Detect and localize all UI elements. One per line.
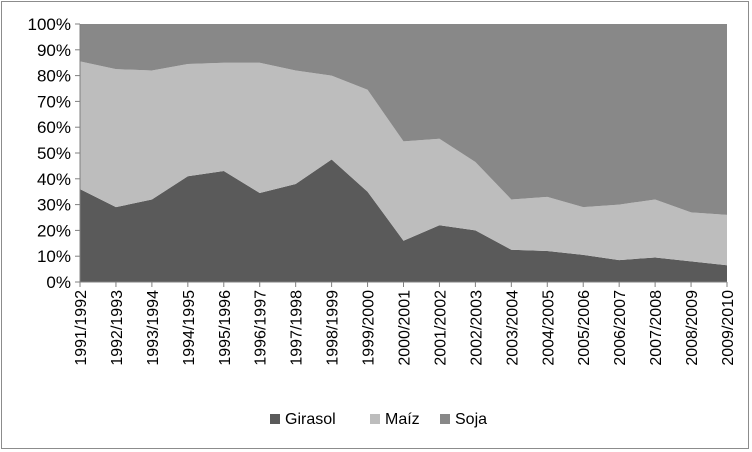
y-axis-ticks: 0% 10% 20% 30% 40% 50% 60% 70% 80% 90% 100%: [28, 15, 80, 292]
x-tick-label: 1999/2000: [361, 290, 378, 366]
x-tick-label: 1992/1993: [109, 290, 126, 366]
y-tick-label: 100%: [28, 15, 71, 34]
x-tick-label: 2007/2008: [648, 290, 665, 366]
area-series-ma-z: [80, 61, 727, 266]
legend-swatch-girasol: [270, 414, 280, 424]
x-tick-label: 2000/2001: [397, 290, 414, 366]
x-tick-label: 2005/2006: [576, 290, 593, 366]
area-series-soja: [80, 24, 727, 215]
x-tick-label: 2003/2004: [504, 290, 521, 366]
x-tick-label: 1995/1996: [217, 290, 234, 366]
x-tick-label: 2006/2007: [612, 290, 629, 366]
y-tick-label: 60%: [37, 118, 71, 137]
x-axis-ticks: 1991/1992 1992/1993 1993/1994 1994/1995 1995…: [73, 282, 737, 366]
y-tick-label: 0%: [46, 273, 71, 292]
legend-swatch-soja: [440, 414, 450, 424]
x-tick-label: 1998/1999: [325, 290, 342, 366]
y-tick-label: 70%: [37, 92, 71, 111]
x-tick-label: 1997/1998: [289, 290, 306, 366]
x-tick-label: 1993/1994: [145, 290, 162, 366]
x-tick-label: 2004/2005: [540, 290, 557, 366]
x-tick-label: 1994/1995: [181, 290, 198, 366]
y-tick-label: 40%: [37, 170, 71, 189]
legend-label-soja: Soja: [455, 411, 487, 428]
areas-layer: [80, 24, 727, 282]
legend-label-ma-z: Maíz: [385, 411, 420, 428]
y-tick-label: 20%: [37, 221, 71, 240]
y-tick-label: 10%: [37, 247, 71, 266]
legend-label-girasol: Girasol: [285, 411, 336, 428]
x-tick-label: 2002/2003: [468, 290, 485, 366]
legend: Girasol Maíz Soja: [270, 411, 487, 428]
x-tick-label: 1996/1997: [253, 290, 270, 366]
y-tick-label: 90%: [37, 41, 71, 60]
y-tick-label: 50%: [37, 144, 71, 163]
area-series-girasol: [80, 159, 727, 282]
y-tick-label: 30%: [37, 196, 71, 215]
x-tick-label: 2008/2009: [684, 290, 701, 366]
x-tick-label: 2009/2010: [720, 290, 737, 366]
y-tick-label: 80%: [37, 67, 71, 86]
x-tick-label: 1991/1992: [73, 290, 90, 366]
legend-swatch-ma-z: [370, 414, 380, 424]
x-tick-label: 2001/2002: [432, 290, 449, 366]
